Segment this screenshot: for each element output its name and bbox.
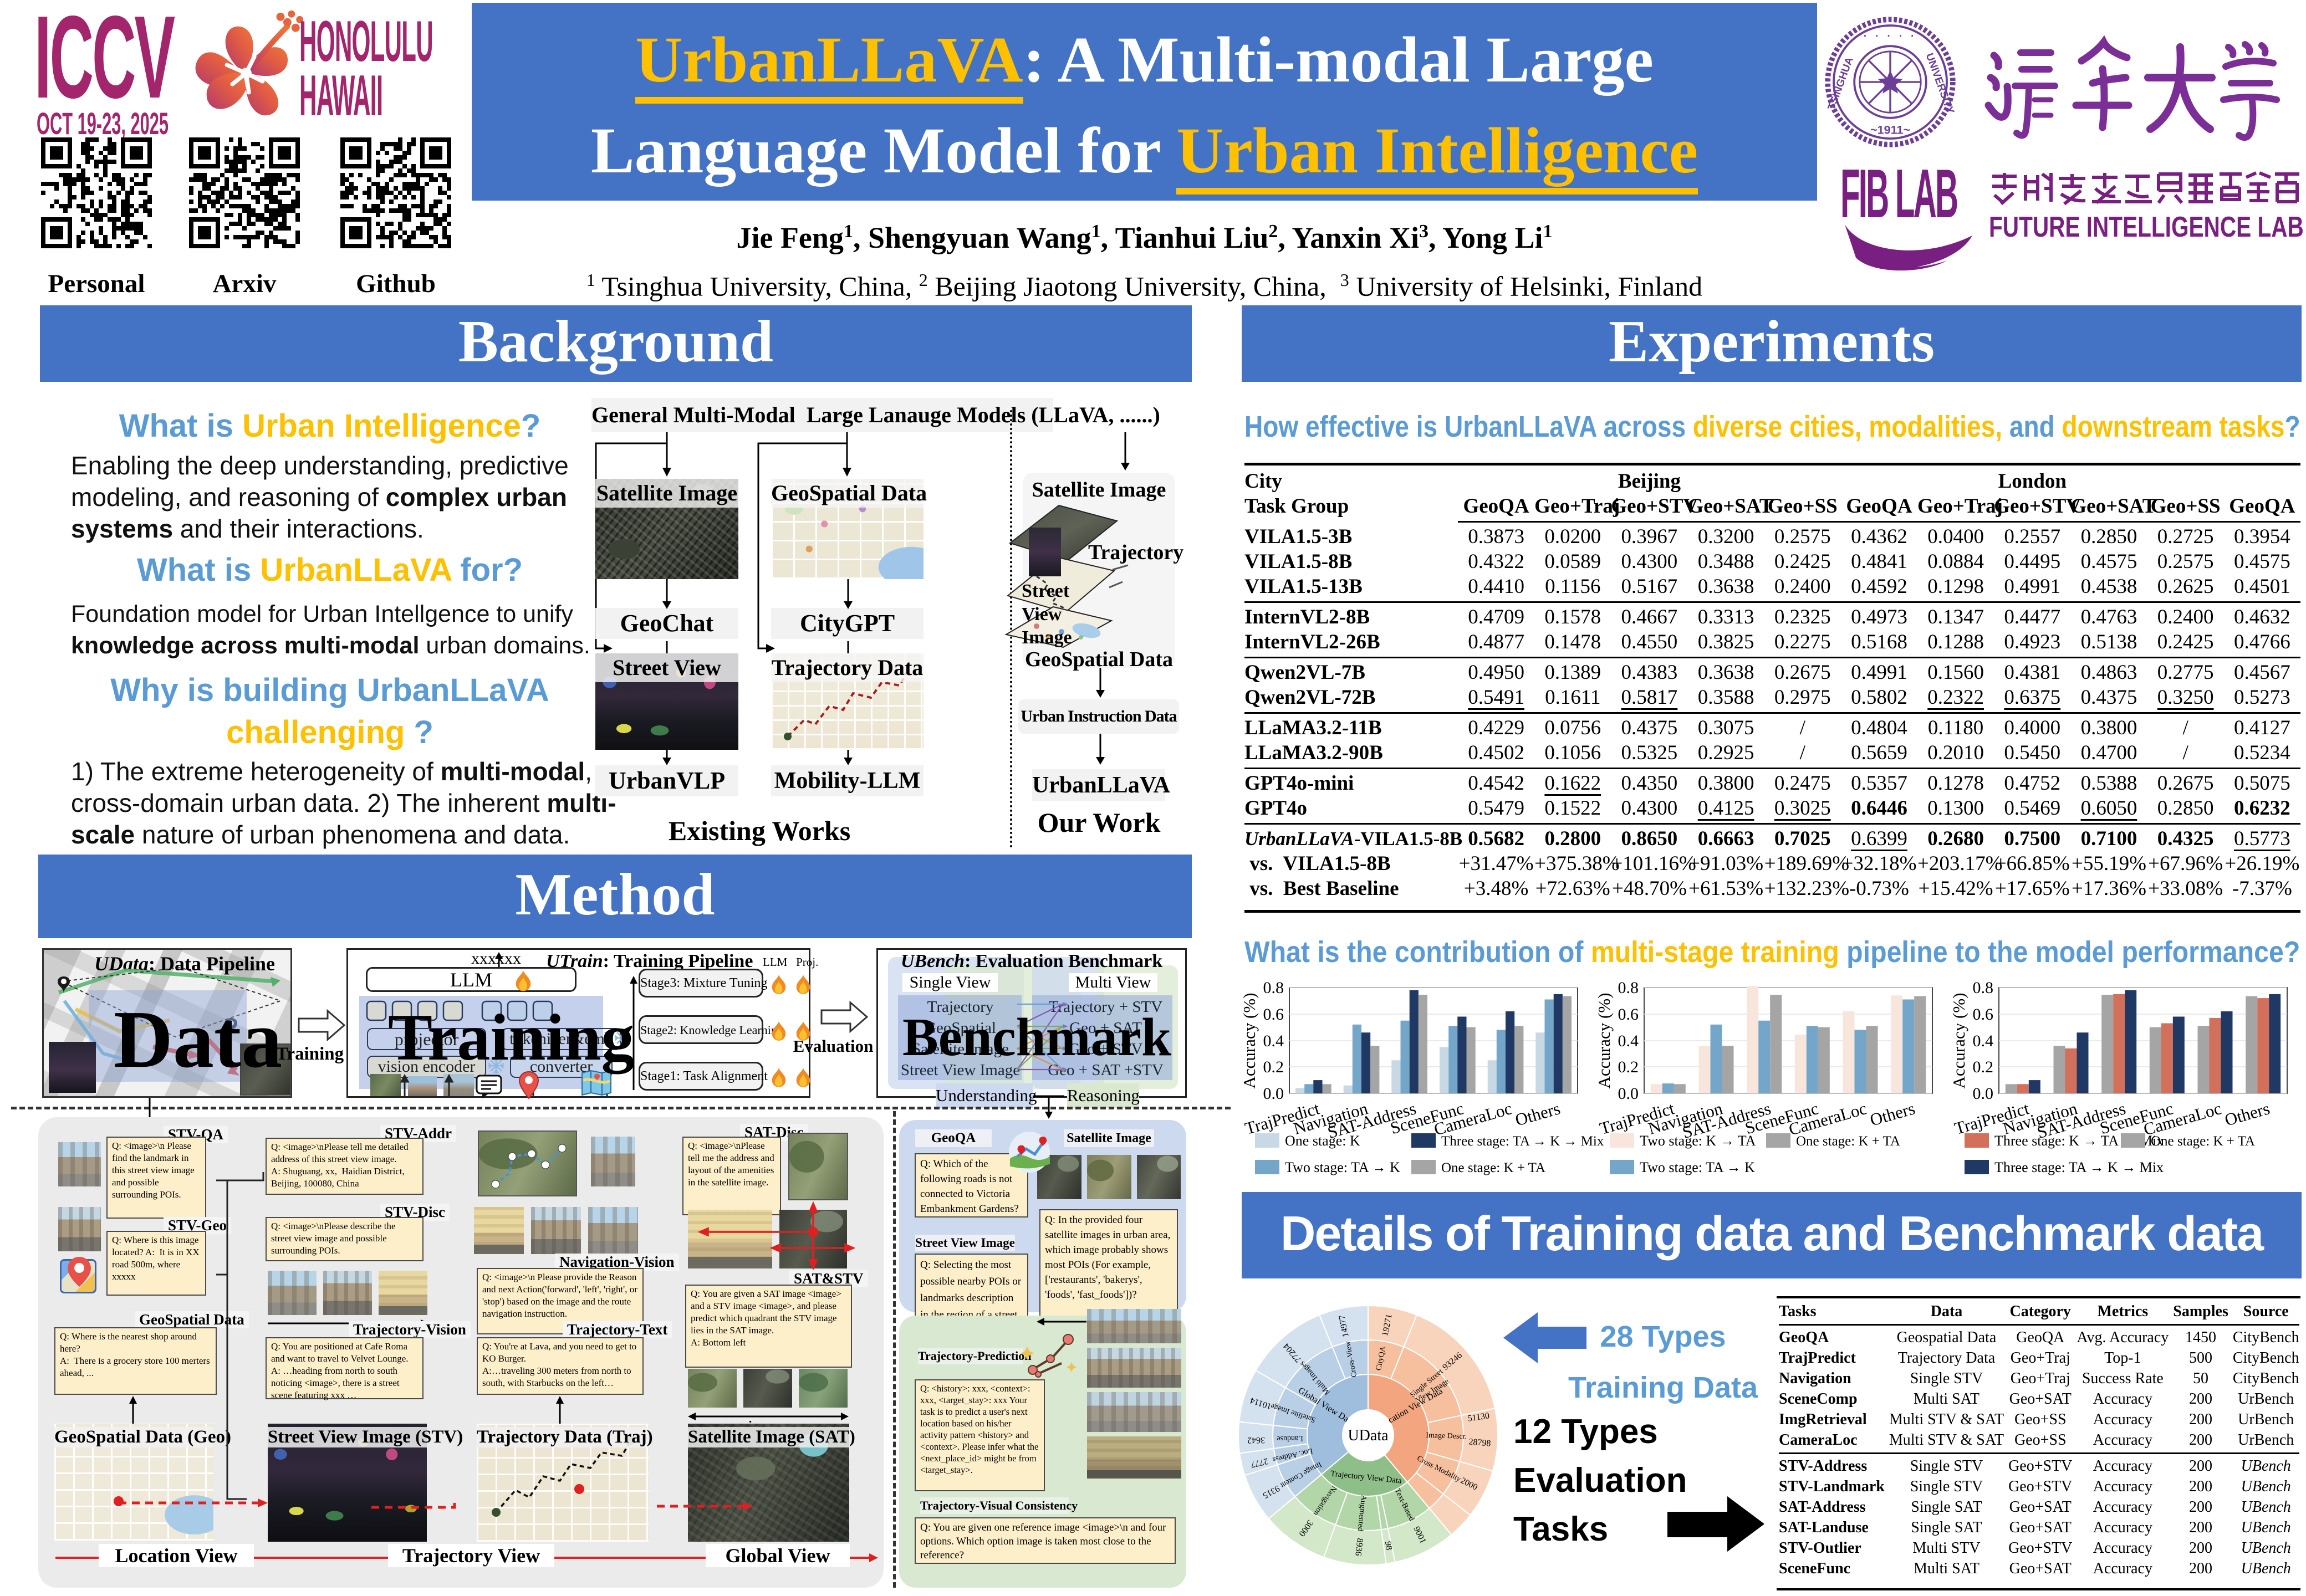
svg-text:· · · · ·: · · · · ·: [1864, 30, 1917, 42]
svg-text:Others: Others: [1513, 1098, 1562, 1129]
svg-text:One stage: K + TA: One stage: K + TA: [2151, 1134, 2255, 1149]
svg-text:28798: 28798: [1468, 1437, 1491, 1448]
svg-text:0.4: 0.4: [1618, 1032, 1639, 1050]
svg-text:0.8: 0.8: [1618, 979, 1639, 997]
svg-text:0.6: 0.6: [1618, 1005, 1639, 1024]
svg-text:One stage: K + TA: One stage: K + TA: [1441, 1160, 1545, 1175]
svg-text:0.2: 0.2: [1973, 1058, 1994, 1076]
svg-text:Image Descr.: Image Descr.: [1426, 1431, 1467, 1441]
svg-text:0.2: 0.2: [1263, 1058, 1284, 1076]
svg-text:0.8: 0.8: [1263, 979, 1284, 997]
svg-text:8936: 8936: [1353, 1538, 1364, 1557]
svg-text:Two stage: TA → K: Two stage: TA → K: [1285, 1159, 1400, 1175]
svg-text:Landuse: Landuse: [1277, 1434, 1303, 1443]
svg-text:0.6: 0.6: [1263, 1005, 1284, 1024]
svg-text:Augmented: Augmented: [1356, 1495, 1368, 1532]
svg-text:0.6: 0.6: [1973, 1005, 1994, 1024]
svg-text:0.0: 0.0: [1263, 1085, 1284, 1103]
svg-text:Two stage: TA → K: Two stage: TA → K: [1640, 1159, 1755, 1175]
svg-text:Accuracy (%): Accuracy (%): [1949, 993, 1968, 1089]
svg-text:0.2: 0.2: [1618, 1058, 1639, 1076]
svg-text:Three stage: TA → K → Mix: Three stage: TA → K → Mix: [1994, 1159, 2164, 1175]
svg-text:98: 98: [1383, 1541, 1394, 1551]
svg-text:Three stage: TA → K → Mix: Three stage: TA → K → Mix: [1441, 1134, 1604, 1149]
svg-text:UData: UData: [1348, 1427, 1389, 1444]
svg-text:Others: Others: [1868, 1098, 1917, 1129]
svg-text:3642: 3642: [1247, 1435, 1265, 1445]
svg-text:~1911~: ~1911~: [1870, 123, 1910, 137]
svg-text:One stage: K + TA: One stage: K + TA: [1796, 1134, 1900, 1149]
svg-text:Others: Others: [2222, 1098, 2272, 1129]
svg-text:51130: 51130: [1467, 1411, 1490, 1423]
svg-text:0.4: 0.4: [1973, 1032, 1994, 1050]
svg-text:0.0: 0.0: [1618, 1085, 1639, 1103]
svg-text:Accuracy (%): Accuracy (%): [1594, 993, 1614, 1089]
svg-text:0.0: 0.0: [1973, 1085, 1994, 1103]
svg-text:One stage: K: One stage: K: [1285, 1133, 1360, 1149]
svg-text:0.8: 0.8: [1973, 979, 1994, 997]
svg-text:0.4: 0.4: [1263, 1032, 1284, 1050]
svg-text:Two stage: K → TA: Two stage: K → TA: [1640, 1133, 1756, 1149]
svg-text:2777: 2777: [1250, 1456, 1269, 1470]
svg-text:Accuracy (%): Accuracy (%): [1239, 993, 1259, 1089]
